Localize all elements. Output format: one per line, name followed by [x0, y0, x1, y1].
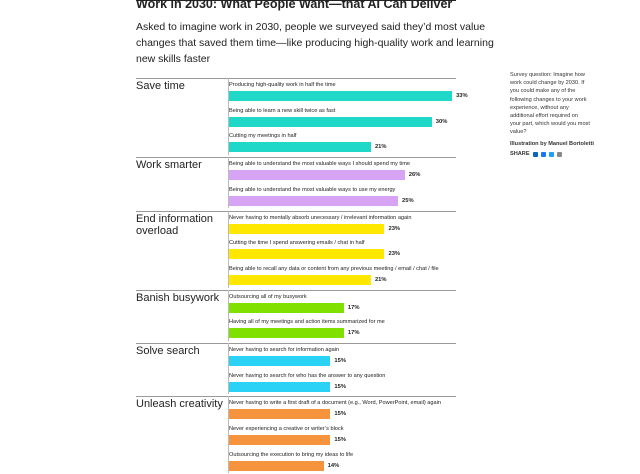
- survey-note: additional effort required on: [510, 113, 579, 119]
- subtitle: new skills faster: [136, 53, 211, 65]
- bar: [229, 170, 405, 181]
- item-label: Producing high-quality work in half the …: [229, 82, 336, 88]
- group-divider: [228, 157, 229, 209]
- bar: [229, 116, 432, 127]
- bar: [229, 435, 331, 446]
- survey-note: value?: [510, 129, 527, 136]
- item-label: Outsourcing all of my busywork: [229, 293, 307, 300]
- value-label: 15%: [334, 411, 346, 418]
- value-label: 21%: [374, 276, 387, 283]
- bar: [229, 302, 344, 313]
- survey-note: your part, which would you most: [510, 121, 590, 128]
- value-label: 15%: [334, 383, 346, 390]
- bar: [229, 381, 331, 392]
- bar: [229, 409, 331, 420]
- subtitle: Asked to imagine work in 2030, people we…: [136, 21, 486, 33]
- item-label: Having all of my meetings and action ite…: [229, 319, 385, 326]
- item-label: Never having to write a first draft of a…: [229, 400, 441, 407]
- chart-title: Work in 2030: What People Want—that AI C…: [136, 0, 453, 11]
- group-divider: [228, 210, 229, 288]
- group-rule: [136, 289, 456, 291]
- value-label: 26%: [408, 172, 421, 179]
- survey-note: Survey question: Imagine how: [510, 72, 585, 78]
- group-rule: [136, 78, 456, 79]
- survey-note: experience, without any: [510, 104, 569, 111]
- bar: [229, 328, 344, 339]
- group-name: Save time: [136, 80, 185, 92]
- group-name: Work smarter: [136, 159, 202, 172]
- bar: [229, 249, 385, 260]
- value-label: 23%: [388, 251, 401, 258]
- bar: [229, 195, 398, 206]
- value-label: 17%: [347, 304, 360, 311]
- share-icon[interactable]: [541, 152, 546, 157]
- top-rule: [136, 0, 456, 1]
- item-label: Being able to learn a new skill twice as…: [229, 107, 336, 114]
- value-label: 25%: [402, 197, 414, 204]
- bar: [229, 223, 385, 234]
- group-divider: [228, 343, 229, 395]
- value-label: 21%: [374, 144, 387, 151]
- share-icon[interactable]: [549, 152, 554, 157]
- group-name: Unleash creativity: [136, 398, 223, 411]
- share-label: SHARE: [510, 151, 530, 157]
- bar: [229, 91, 453, 101]
- group-name: Solve search: [136, 345, 200, 357]
- item-label: Being able to recall any data or content…: [229, 265, 439, 272]
- item-label: Being able to understand the most valuab…: [229, 186, 396, 193]
- item-label: Never experiencing a creative or writer’…: [229, 426, 344, 433]
- group-divider: [228, 289, 229, 341]
- item-label: Never having to search for information a…: [229, 347, 340, 353]
- group-divider: [228, 78, 229, 156]
- value-label: 15%: [334, 437, 346, 444]
- value-label: 15%: [334, 358, 346, 364]
- item-label: Cutting my meetings in half: [229, 133, 297, 140]
- value-label: 33%: [456, 93, 468, 99]
- item-label: Cutting the time I spend answering email…: [229, 240, 365, 247]
- survey-note: following changes to your work: [510, 96, 587, 103]
- value-label: 30%: [435, 118, 448, 125]
- subtitle: changes that saved them time—like produc…: [136, 37, 494, 49]
- survey-note: work could change by 2030. If: [510, 80, 585, 87]
- group-name: Banish busywork: [136, 291, 220, 304]
- group-rule: [136, 343, 456, 344]
- group-rule: [136, 157, 456, 159]
- bar: [229, 274, 371, 285]
- credit: Illustration by Manuel Bortoletti: [510, 141, 594, 147]
- value-label: 17%: [347, 330, 360, 337]
- share-icon[interactable]: [533, 152, 538, 157]
- bar: [229, 460, 324, 471]
- item-label: Being able to understand the most valuab…: [229, 161, 410, 168]
- item-label: Outsourcing the execution to bring my id…: [229, 451, 354, 458]
- group-rule: [136, 210, 456, 212]
- share-icon[interactable]: [557, 152, 562, 157]
- group-divider: [228, 396, 229, 474]
- value-label: 23%: [388, 225, 401, 232]
- bar: [229, 142, 371, 153]
- item-label: Never having to mentally absorb unecessa…: [229, 214, 412, 221]
- bar: [229, 356, 331, 366]
- value-label: 14%: [327, 462, 340, 469]
- item-label: Never having to search for who has the a…: [229, 372, 386, 379]
- survey-note: you could make any of the: [510, 88, 576, 95]
- group-name: End information overload: [136, 212, 214, 237]
- group-rule: [136, 396, 456, 398]
